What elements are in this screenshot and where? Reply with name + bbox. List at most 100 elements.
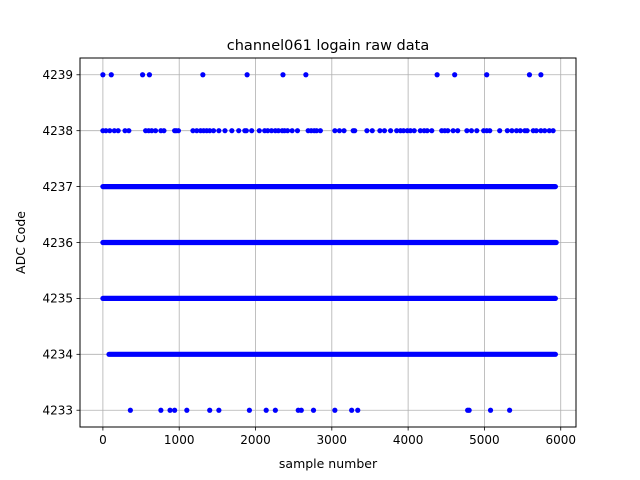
data-point: [533, 128, 539, 134]
data-point: [452, 72, 458, 78]
data-point: [207, 128, 213, 134]
data-point: [158, 407, 164, 413]
data-point: [407, 128, 414, 134]
data-point: [146, 72, 153, 78]
data-point: [387, 128, 394, 134]
data-point: [139, 72, 146, 78]
data-point: [468, 128, 475, 134]
data-point: [417, 128, 423, 134]
data-point: [369, 128, 375, 134]
data-point: [400, 128, 407, 134]
data-point: [161, 128, 167, 134]
data-point: [303, 72, 309, 78]
data-point: [364, 128, 370, 134]
data-point: [332, 407, 338, 413]
data-point: [229, 128, 235, 134]
y-tick-label: 4234: [42, 348, 73, 362]
data-point: [394, 128, 400, 134]
data-point: [275, 128, 281, 134]
data-point: [222, 128, 228, 134]
data-point: [127, 407, 133, 413]
data-point: [236, 128, 242, 134]
data-point: [216, 407, 222, 413]
y-tick-label: 4238: [42, 124, 73, 138]
data-point: [244, 72, 250, 78]
data-point: [538, 72, 544, 78]
x-tick-label: 6000: [545, 433, 576, 447]
x-tick-label: 1000: [164, 433, 195, 447]
data-point: [336, 128, 343, 134]
data-point: [517, 128, 523, 134]
data-point: [550, 128, 556, 134]
y-axis-ticks: 4233 4234 4235 4236 4237 4238 4239: [42, 68, 80, 418]
data-point: [246, 407, 253, 413]
data-point: [194, 128, 200, 134]
x-tick-label: 0: [99, 433, 107, 447]
data-point: [509, 128, 515, 134]
data-point: [313, 128, 320, 134]
data-point: [210, 128, 217, 134]
data-point: [497, 128, 503, 134]
data-point: [341, 128, 347, 134]
data-point: [542, 128, 548, 134]
data-point: [538, 128, 544, 134]
data-point: [504, 128, 510, 134]
data-point: [455, 128, 461, 134]
data-point: [298, 407, 304, 413]
data-point: [172, 407, 178, 413]
x-tick-label: 2000: [240, 433, 271, 447]
data-point: [284, 128, 291, 134]
data-point: [200, 72, 206, 78]
data-point: [429, 128, 435, 134]
data-point: [487, 128, 493, 134]
data-point: [243, 128, 249, 134]
data-point: [152, 128, 159, 134]
data-point: [111, 128, 117, 134]
data-point: [207, 407, 213, 413]
data-point: [464, 128, 470, 134]
data-point: [268, 128, 275, 134]
x-tick-label: 5000: [469, 433, 500, 447]
data-point: [108, 72, 114, 78]
data-point: [445, 128, 451, 134]
data-points: [100, 72, 559, 413]
data-point: [294, 128, 301, 134]
x-axis-label: sample number: [279, 456, 378, 471]
y-axis-label: ADC Code: [13, 211, 28, 274]
data-point: [546, 128, 552, 134]
data-point: [466, 407, 472, 413]
data-point: [216, 128, 222, 134]
chart-title: channel061 logain raw data: [227, 38, 429, 54]
data-point: [263, 407, 269, 413]
y-tick-label: 4239: [42, 68, 73, 82]
data-point: [507, 407, 513, 413]
data-point: [474, 128, 480, 134]
data-point: [167, 407, 173, 413]
data-point: [381, 128, 388, 134]
data-point: [149, 128, 155, 134]
data-point: [526, 72, 533, 78]
y-tick-label: 4233: [42, 404, 73, 418]
data-point: [175, 128, 182, 134]
data-point: [122, 128, 128, 134]
data-point: [349, 407, 355, 413]
data-point: [352, 128, 358, 134]
data-point: [289, 128, 295, 134]
data-point: [317, 128, 323, 134]
data-point: [484, 72, 490, 78]
data-point: [487, 407, 494, 413]
data-point: [100, 72, 106, 78]
data-point: [424, 128, 430, 134]
data-point: [434, 72, 440, 78]
data-point: [272, 407, 278, 413]
y-tick-label: 4235: [42, 292, 73, 306]
data-point: [184, 407, 190, 413]
x-tick-label: 4000: [393, 433, 424, 447]
data-point: [377, 128, 383, 134]
data-point: [107, 128, 113, 134]
x-tick-label: 3000: [317, 433, 348, 447]
data-point: [355, 407, 361, 413]
data-point: [280, 72, 286, 78]
data-point: [450, 128, 456, 134]
data-point: [332, 128, 338, 134]
